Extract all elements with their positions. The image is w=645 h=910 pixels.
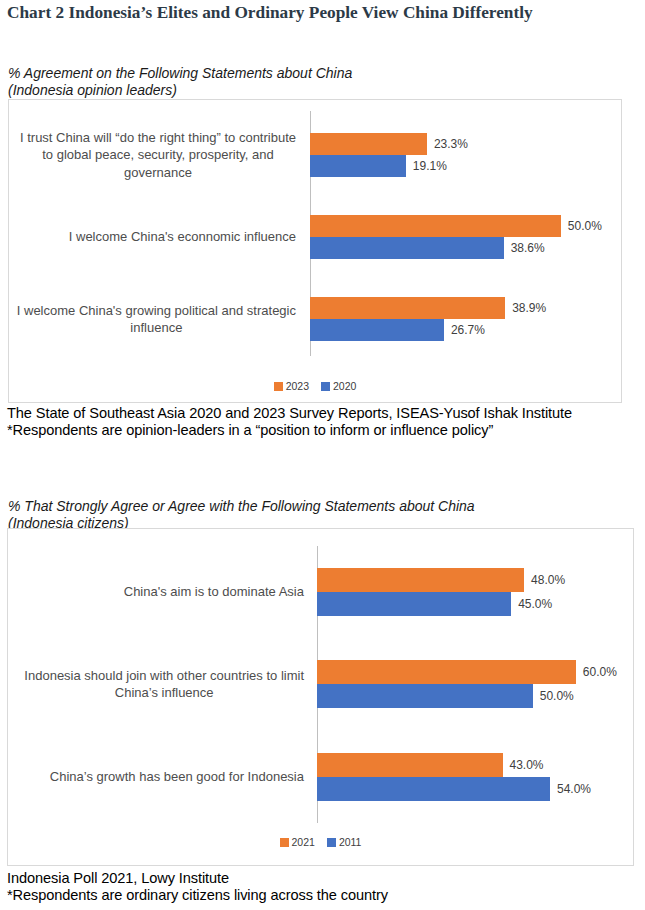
chart-legend: 2021 2011 [8, 836, 633, 848]
chart-legend: 2023 2020 [9, 380, 621, 392]
bar-group: 50.0% 38.6% [310, 215, 602, 259]
value-label: 60.0% [583, 665, 617, 679]
chart-plot-box: I trust China will “do the right thing” … [8, 99, 622, 403]
document-page: Chart 2 Indonesia’s Elites and Ordinary … [0, 0, 645, 910]
legend-swatch [280, 838, 289, 847]
bar-group: 48.0% 45.0% [317, 568, 565, 616]
bar-line: 54.0% [317, 777, 591, 801]
category-label: I trust China will “do the right thing” … [9, 129, 310, 182]
value-label: 50.0% [568, 219, 602, 233]
category-label: China’s growth has been good for Indones… [8, 768, 317, 786]
bar-group: 23.3% 19.1% [310, 133, 468, 177]
legend-item: 2021 [280, 836, 315, 848]
bar-line: 26.7% [310, 319, 546, 341]
legend-label: 2011 [339, 836, 362, 848]
value-label: 23.3% [434, 137, 468, 151]
value-label: 43.0% [510, 758, 544, 772]
value-label: 50.0% [540, 689, 574, 703]
legend-label: 2020 [333, 380, 356, 392]
source-line: *Respondents are ordinary citizens livin… [7, 887, 388, 904]
bar-2011 [317, 777, 550, 801]
legend-swatch [327, 838, 336, 847]
value-label: 45.0% [518, 597, 552, 611]
bar-line: 19.1% [310, 155, 468, 177]
bar-group: 43.0% 54.0% [317, 753, 591, 801]
value-label: 19.1% [413, 159, 447, 173]
source-line: The State of Southeast Asia 2020 and 202… [7, 405, 572, 422]
value-label: 26.7% [451, 323, 485, 337]
category-row: China's aim is to dominate Asia 48.0% 45.0… [8, 546, 628, 638]
legend-item: 2011 [327, 836, 362, 848]
plot-area: China's aim is to dominate Asia 48.0% 45.0… [8, 546, 628, 823]
bar-line: 38.9% [310, 297, 546, 319]
chart-plot-box: China's aim is to dominate Asia 48.0% 45.0… [7, 528, 634, 866]
value-label: 38.6% [511, 241, 545, 255]
bar-group: 38.9% 26.7% [310, 297, 546, 341]
legend-swatch [274, 382, 283, 391]
value-label: 54.0% [557, 782, 591, 796]
category-row: I welcome China's econnomic influence50.… [9, 196, 615, 278]
bar-2020 [310, 319, 444, 341]
bar-2021 [317, 660, 576, 684]
value-label: 38.9% [512, 301, 546, 315]
category-label: China's aim is to dominate Asia [8, 583, 317, 601]
legend-item: 2020 [321, 380, 356, 392]
bar-2021 [317, 568, 524, 592]
bar-2011 [317, 684, 533, 708]
category-row: I trust China will “do the right thing” … [9, 114, 615, 196]
category-label: I welcome China's growing political and … [9, 302, 310, 337]
legend-item: 2023 [274, 380, 309, 392]
chart-title: % That Strongly Agree or Agree with the … [8, 498, 475, 531]
bar-line: 50.0% [310, 215, 602, 237]
value-label: 48.0% [531, 573, 565, 587]
category-label: Indonesia should join with other countri… [8, 667, 317, 702]
source-line: *Respondents are opinion-leaders in a “p… [7, 422, 572, 439]
bar-line: 60.0% [317, 660, 617, 684]
chart-title-line2: (Indonesia opinion leaders) [8, 82, 352, 99]
category-row: China’s growth has been good for Indones… [8, 731, 628, 823]
plot-area: I trust China will “do the right thing” … [9, 114, 615, 360]
bar-line: 48.0% [317, 568, 565, 592]
legend-swatch [321, 382, 330, 391]
bar-line: 38.6% [310, 237, 602, 259]
chart-title-line1: % That Strongly Agree or Agree with the … [8, 498, 475, 515]
bar-2011 [317, 592, 511, 616]
source-line: Indonesia Poll 2021, Lowy Institute [7, 870, 388, 887]
bar-line: 43.0% [317, 753, 591, 777]
bar-2020 [310, 155, 406, 177]
bar-2023 [310, 133, 427, 155]
page-title: Chart 2 Indonesia’s Elites and Ordinary … [7, 3, 533, 23]
legend-label: 2021 [292, 836, 315, 848]
chart-title-line1: % Agreement on the Following Statements … [8, 65, 352, 82]
bar-group: 60.0% 50.0% [317, 660, 617, 708]
bar-2023 [310, 297, 505, 319]
source-note: The State of Southeast Asia 2020 and 202… [7, 405, 572, 439]
bar-2023 [310, 215, 561, 237]
category-row: I welcome China's growing political and … [9, 278, 615, 360]
source-note: Indonesia Poll 2021, Lowy Institute *Res… [7, 870, 388, 904]
category-label: I welcome China's econnomic influence [9, 228, 310, 246]
category-row: Indonesia should join with other countri… [8, 638, 628, 730]
legend-label: 2023 [286, 380, 309, 392]
chart-title: % Agreement on the Following Statements … [8, 65, 352, 98]
bar-2020 [310, 237, 504, 259]
bar-line: 50.0% [317, 684, 617, 708]
bar-line: 45.0% [317, 592, 565, 616]
bar-2021 [317, 753, 503, 777]
bar-line: 23.3% [310, 133, 468, 155]
